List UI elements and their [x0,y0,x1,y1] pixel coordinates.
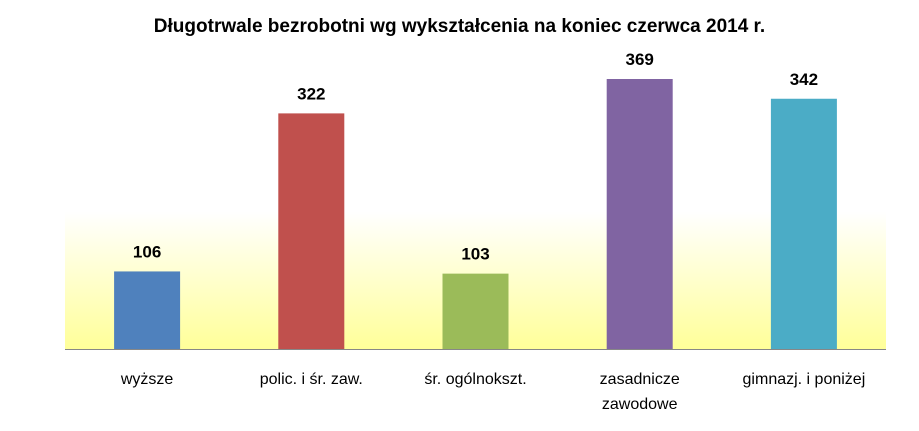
bar [278,113,345,349]
data-label: 103 [461,245,489,264]
x-tick-label: śr. ogólnokszt. [424,371,526,388]
data-label: 342 [790,70,818,89]
x-tick-label: polic. i śr. zaw. [260,371,363,388]
x-tick-label: gimnazj. i poniżej [743,371,866,388]
data-label: 322 [297,84,325,103]
x-tick-label: wyższe [120,371,174,388]
bar [770,98,837,349]
x-tick-label: zawodowe [602,396,678,413]
bar [442,273,509,349]
data-label: 369 [626,50,654,69]
chart-title: Długotrwale bezrobotni wg wykształcenia … [153,16,766,37]
data-label: 106 [133,242,161,261]
x-tick-label: zasadnicze [600,371,680,388]
bar [114,271,181,349]
bar [606,79,673,349]
